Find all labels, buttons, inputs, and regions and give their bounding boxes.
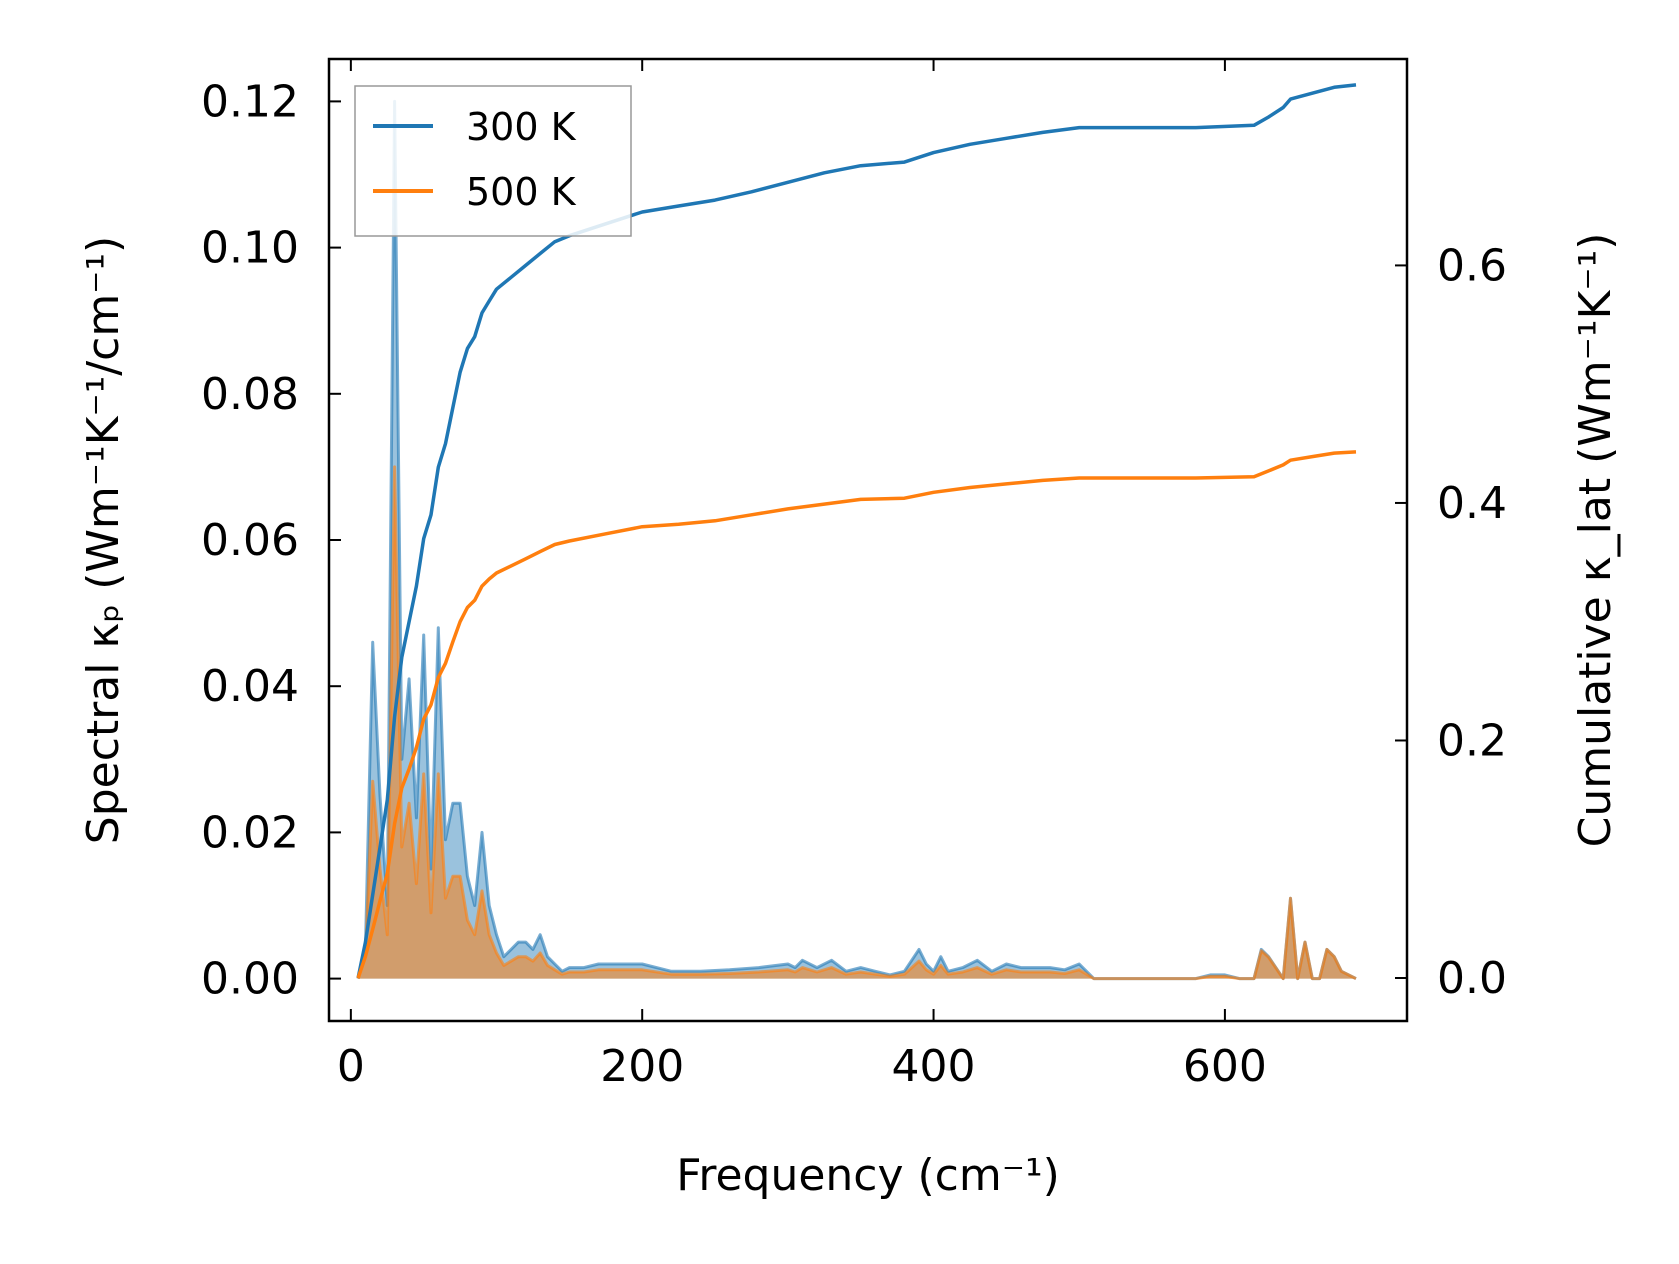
legend-label-500k: 500 K bbox=[466, 170, 577, 214]
spectral-line-500k bbox=[356, 465, 1357, 981]
x-tick-label: 0 bbox=[337, 1041, 365, 1092]
y-right-tick-label: 0.2 bbox=[1437, 715, 1507, 766]
y-left-tick-label: 0.12 bbox=[201, 76, 299, 127]
y-left-tick-label: 0.06 bbox=[201, 515, 299, 566]
plot-area bbox=[356, 83, 1357, 981]
cumulative-line-500k bbox=[356, 450, 1357, 979]
x-axis-label: Frequency (cm⁻¹) bbox=[676, 1150, 1060, 1201]
y-left-tick-label: 0.02 bbox=[201, 807, 299, 858]
cumulative-line-300k bbox=[356, 83, 1357, 979]
y-axis-label-right: Cumulative κ_lat (Wm⁻¹K⁻¹) bbox=[1570, 233, 1621, 848]
spectral-area-500k bbox=[358, 466, 1357, 979]
y-left-tick-label: 0.10 bbox=[201, 223, 299, 274]
y-left-tick-label: 0.08 bbox=[201, 369, 299, 420]
x-tick-label: 600 bbox=[1183, 1041, 1267, 1092]
tick-marks bbox=[329, 59, 1407, 1021]
y-left-tick-label: 0.00 bbox=[201, 954, 299, 1005]
legend-label-300k: 300 K bbox=[466, 105, 577, 149]
legend: 300 K 500 K bbox=[354, 85, 632, 237]
x-tick-label: 200 bbox=[600, 1041, 684, 1092]
y-right-tick-label: 0.6 bbox=[1437, 240, 1507, 291]
y-left-tick-label: 0.04 bbox=[201, 661, 299, 712]
y-axis-label-left: Spectral κₚ (Wm⁻¹K⁻¹/cm⁻¹) bbox=[78, 236, 129, 844]
y-right-tick-label: 0.0 bbox=[1437, 953, 1507, 1004]
x-tick-label: 400 bbox=[892, 1041, 976, 1092]
y-right-tick-label: 0.4 bbox=[1437, 478, 1507, 529]
tick-labels: 0 200 400 600 0.00 0.02 0.04 0.06 0.08 0.10 0.12 0.… bbox=[201, 76, 1507, 1092]
legend-box bbox=[354, 85, 632, 237]
